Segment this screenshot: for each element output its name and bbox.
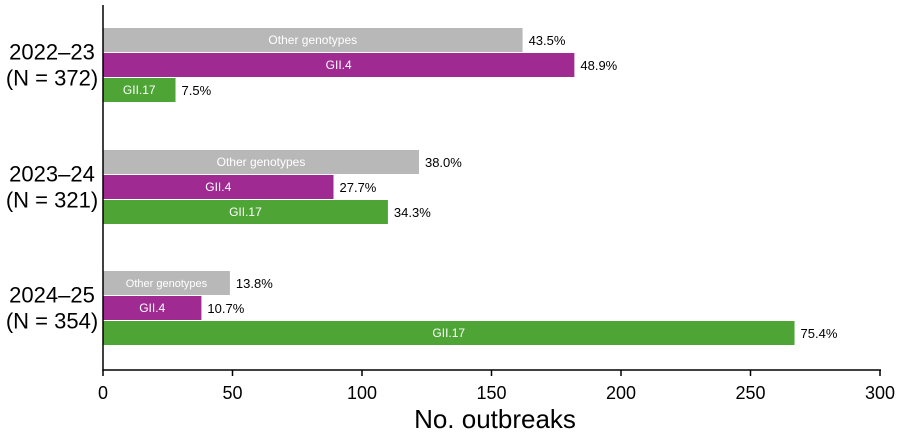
bar-other-genotypes [103, 28, 523, 52]
group-label: 2024–25 [9, 283, 95, 308]
bar-gii-4 [103, 175, 334, 199]
bar-percent-label: 43.5% [529, 33, 566, 48]
bar-series-label: GII.17 [229, 205, 262, 219]
group-sublabel: (N = 372) [6, 66, 98, 91]
bar-series-label: GII.17 [123, 83, 156, 97]
x-tick-label: 250 [735, 383, 765, 403]
bar-series-label: GII.4 [139, 301, 165, 315]
bars-layer: Other genotypes 43.5% GII.4 48.9% GII.17 7.5%… [103, 28, 838, 345]
group-label: 2022–23 [9, 40, 95, 65]
bar-percent-label: 13.8% [236, 276, 273, 291]
x-tick-label: 0 [98, 383, 108, 403]
x-tick-label: 150 [476, 383, 506, 403]
x-tick-label: 300 [865, 383, 895, 403]
bar-gii-17 [103, 200, 388, 224]
bar-series-label: GII.17 [432, 326, 465, 340]
group-sublabel: (N = 321) [6, 188, 98, 213]
bar-percent-label: 75.4% [801, 326, 838, 341]
group-sublabel: (N = 354) [6, 309, 98, 334]
bar-series-label: GII.4 [205, 180, 231, 194]
x-tick-label: 100 [347, 383, 377, 403]
x-axis-ticks: 0 50 100 150 200 250 300 [98, 370, 895, 403]
bar-percent-label: 7.5% [182, 83, 212, 98]
x-tick-label: 200 [606, 383, 636, 403]
bar-gii-17 [103, 78, 176, 102]
bar-series-label: Other genotypes [126, 278, 208, 290]
x-axis-title: No. outbreaks [414, 404, 576, 433]
bar-series-label: Other genotypes [217, 155, 306, 169]
bar-percent-label: 34.3% [394, 205, 431, 220]
bar-gii-4 [103, 53, 575, 77]
group-label: 2023–24 [9, 162, 95, 187]
bar-percent-label: 27.7% [340, 180, 377, 195]
bar-gii-4 [103, 296, 202, 320]
group-labels: 2022–23(N = 372) 2023–24(N = 321) 2024–25(… [6, 40, 98, 334]
bar-series-label: Other genotypes [268, 33, 357, 47]
bar-series-label: GII.4 [326, 58, 352, 72]
bar-gii-17 [103, 321, 795, 345]
bar-percent-label: 48.9% [580, 58, 617, 73]
bar-other-genotypes [103, 271, 230, 295]
bar-other-genotypes [103, 150, 419, 174]
bar-percent-label: 38.0% [425, 155, 462, 170]
bar-percent-label: 10.7% [207, 301, 244, 316]
x-tick-label: 50 [222, 383, 242, 403]
